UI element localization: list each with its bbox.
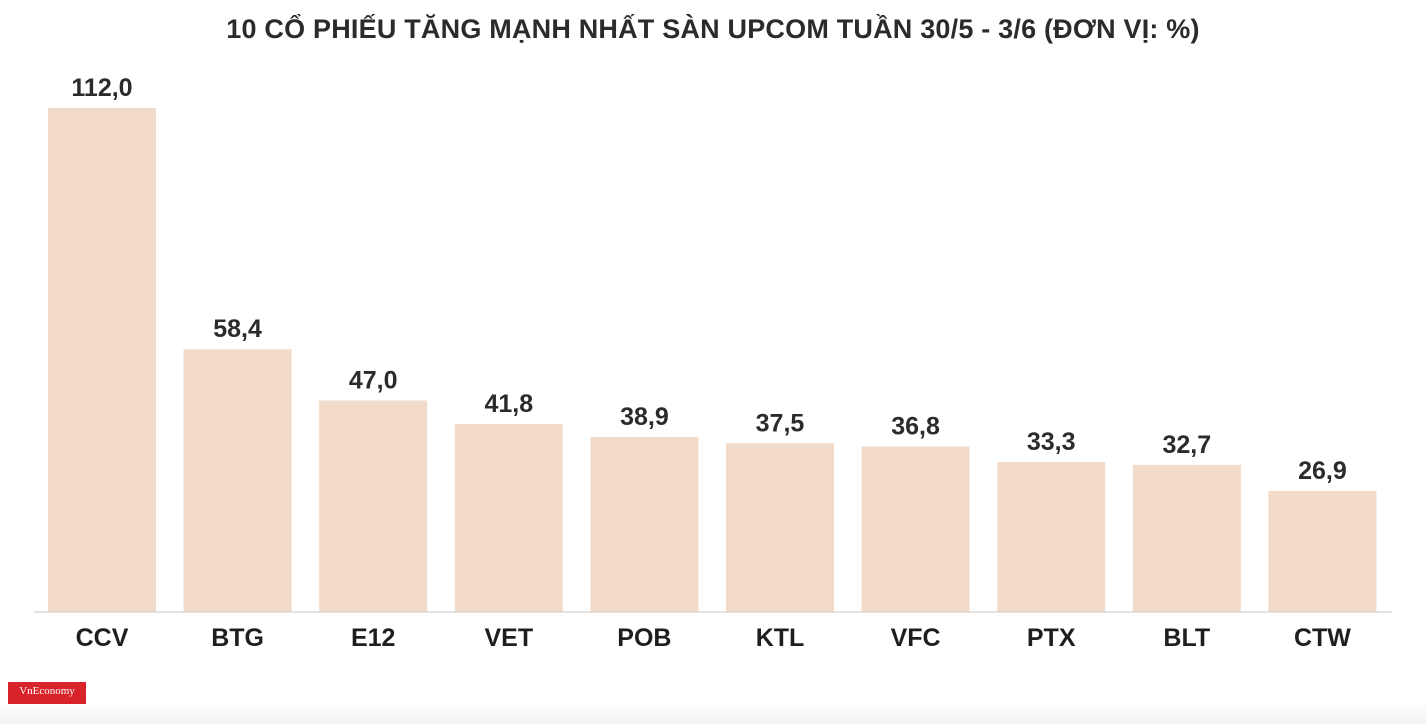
value-label-btg: 58,4 [213,315,262,343]
bar-blt [1132,464,1241,612]
value-label-e12: 47,0 [349,367,398,395]
footer-band [0,700,1426,724]
category-label-ktl: KTL [756,624,805,652]
value-label-vfc: 36,8 [891,412,940,440]
value-label-blt: 32,7 [1162,431,1211,459]
category-label-pob: POB [617,624,671,652]
bar-ptx [997,462,1106,612]
category-label-blt: BLT [1163,624,1210,652]
value-label-pob: 38,9 [620,403,669,431]
chart-title: 10 CỔ PHIẾU TĂNG MẠNH NHẤT SÀN UPCOM TUẦ… [226,14,1200,44]
bars-group: 112,0 CCV 58,4 BTG 47,0 E12 41,8 VET 38,9 POB 37,5… [48,74,1377,652]
value-label-ccv: 112,0 [71,74,132,102]
value-label-ptx: 33,3 [1027,428,1076,456]
category-label-btg: BTG [211,624,264,652]
value-label-ctw: 26,9 [1298,457,1347,485]
category-label-vfc: VFC [891,624,941,652]
category-label-ctw: CTW [1294,624,1351,652]
bar-ccv [48,108,156,612]
value-label-ktl: 37,5 [756,409,805,437]
category-label-ccv: CCV [76,624,129,652]
bar-e12 [319,400,428,612]
category-label-vet: VET [484,624,533,652]
vneconomy-logo: VnEconomy [8,682,86,704]
category-label-ptx: PTX [1027,624,1076,652]
category-label-e12: E12 [351,624,395,652]
bar-btg [183,349,292,612]
bar-chart: 112,0 CCV 58,4 BTG 47,0 E12 41,8 VET 38,9 POB 37,5… [34,74,1392,652]
bar-ktl [726,443,834,612]
bar-ctw [1268,490,1377,612]
bar-vfc [861,446,970,612]
bar-vet [454,423,563,612]
bar-pob [590,436,699,612]
value-label-vet: 41,8 [484,390,533,418]
